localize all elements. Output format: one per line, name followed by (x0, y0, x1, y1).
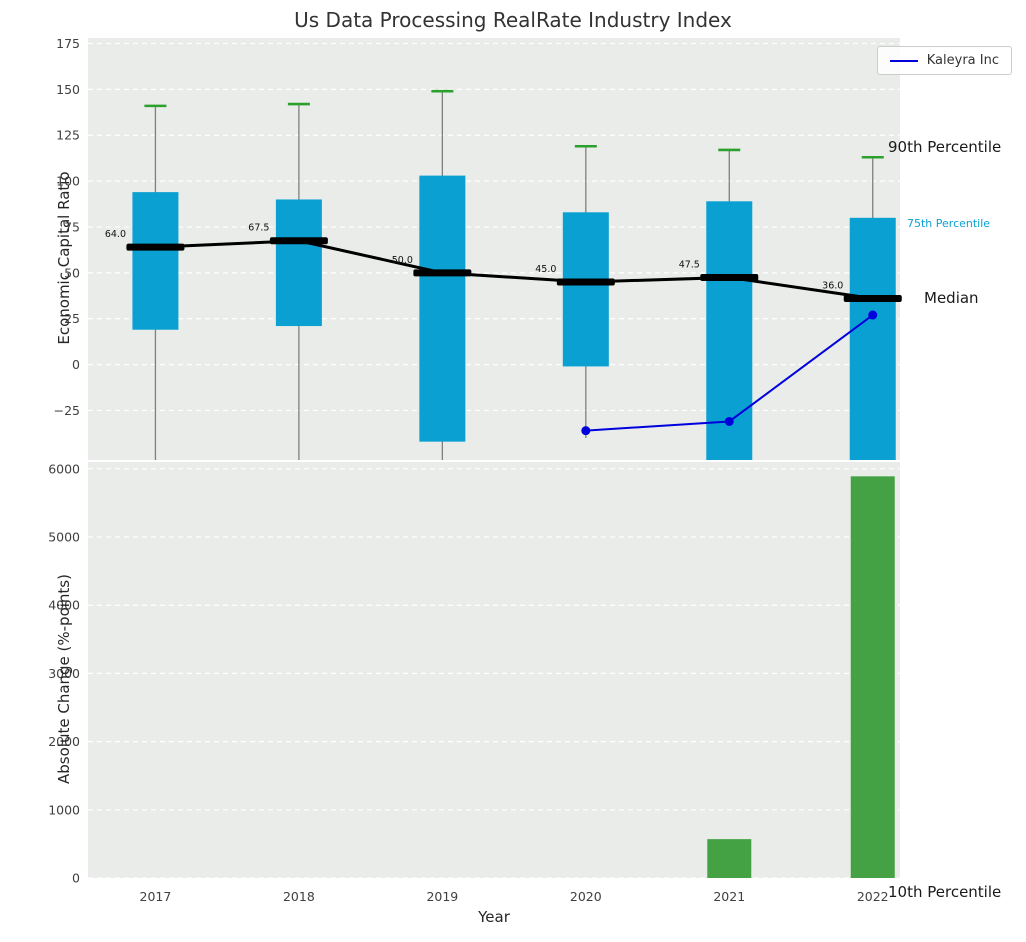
kaleyra-point-2020 (581, 426, 591, 436)
y-tick-label-top: 150 (56, 82, 80, 97)
iqr-box-2021 (706, 201, 753, 460)
median-marker-2022 (843, 295, 902, 303)
annotation-median: Median (924, 289, 979, 307)
y-tick-label-bottom: 2000 (48, 734, 80, 749)
y-tick-label-bottom: 5000 (48, 530, 80, 545)
y-axis-label-bottom: Absolute Change (%-points) (55, 574, 73, 784)
y-tick-label-top: 0 (72, 357, 80, 372)
change-bar-2021 (707, 839, 752, 878)
top-panel-plot-group (132, 89, 896, 460)
x-axis-label: Year (478, 908, 510, 926)
y-tick-label-bottom: 6000 (48, 461, 80, 476)
y-tick-label-bottom: 1000 (48, 802, 80, 817)
x-tick-label-2019: 2019 (426, 889, 458, 904)
y-axis-label-top: Economic Capital Ratio (55, 171, 73, 345)
iqr-box-2022 (849, 217, 896, 460)
bottom-panel-background (88, 462, 900, 878)
median-marker-2020 (556, 278, 615, 286)
median-value-label-2022: 36.0 (822, 281, 843, 292)
y-tick-label-top: −25 (54, 403, 80, 418)
y-tick-label-top: 25 (64, 311, 80, 326)
chart-title: Us Data Processing RealRate Industry Ind… (294, 8, 732, 32)
y-tick-label-bottom: 3000 (48, 666, 80, 681)
x-tick-label-2017: 2017 (140, 889, 172, 904)
y-tick-label-top: 50 (64, 265, 80, 280)
iqr-box-2019 (419, 175, 466, 442)
kaleyra-point-2021 (724, 416, 734, 426)
median-value-label-2021: 47.5 (679, 259, 700, 270)
y-tick-label-bottom: 0 (72, 871, 80, 886)
legend-line-sample-icon (889, 59, 918, 62)
median-value-label-2018: 67.5 (248, 223, 269, 234)
iqr-box-2017 (132, 192, 179, 330)
kaleyra-point-2022 (868, 310, 878, 320)
bottom-panel-plot-group (707, 476, 895, 878)
x-tick-label-2022: 2022 (857, 889, 889, 904)
median-value-label-2019: 50.0 (392, 255, 413, 266)
y-tick-label-bottom: 4000 (48, 598, 80, 613)
x-tick-label-2021: 2021 (713, 889, 745, 904)
median-marker-2019 (413, 269, 472, 277)
top-panel-background (88, 38, 900, 460)
iqr-box-2018 (275, 199, 322, 327)
median-marker-2018 (269, 237, 328, 245)
legend: Kaleyra Inc (876, 46, 1012, 75)
median-value-label-2017: 64.0 (105, 229, 126, 240)
annotation-90th-percentile: 90th Percentile (888, 138, 1002, 156)
change-bar-2022 (850, 476, 895, 878)
x-tick-label-2020: 2020 (570, 889, 602, 904)
median-value-label-2020: 45.0 (535, 264, 556, 275)
y-tick-label-top: 175 (56, 36, 80, 51)
iqr-box-2020 (562, 212, 609, 367)
y-tick-label-top: 75 (64, 219, 80, 234)
annotation-10th-percentile: 10th Percentile (888, 883, 1002, 901)
median-marker-2021 (700, 273, 759, 281)
annotation-75th-percentile: 75th Percentile (907, 217, 991, 230)
y-tick-label-top: 125 (56, 128, 80, 143)
x-tick-label-2018: 2018 (283, 889, 315, 904)
legend-label: Kaleyra Inc (926, 53, 999, 68)
y-tick-label-top: 100 (56, 174, 80, 189)
median-marker-2017 (126, 243, 185, 251)
